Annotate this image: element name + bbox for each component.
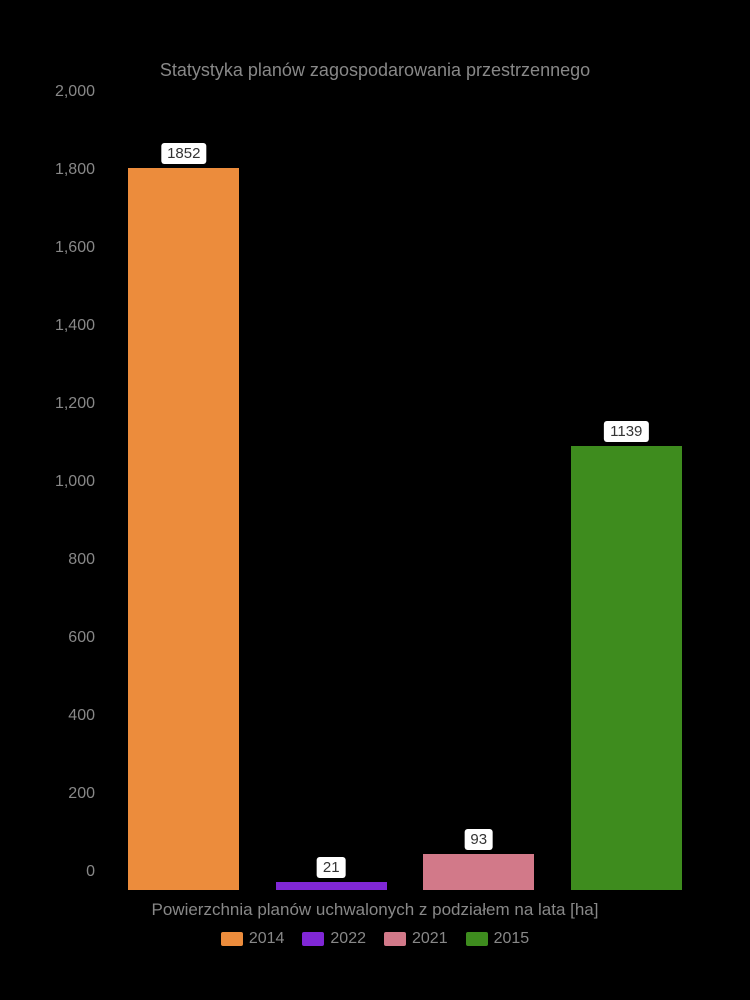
legend-label: 2015 — [494, 930, 530, 948]
legend-item: 2021 — [384, 930, 448, 948]
bar-value-label: 1852 — [161, 143, 206, 164]
bar-value-label: 93 — [464, 829, 493, 850]
bar-2021 — [423, 854, 534, 890]
legend: 2014 2022 2021 2015 — [0, 930, 750, 948]
legend-label: 2021 — [412, 930, 448, 948]
legend-swatch — [384, 932, 406, 946]
legend-item: 2014 — [221, 930, 285, 948]
x-axis-label: Powierzchnia planów uchwalonych z podzia… — [0, 900, 750, 920]
plot-area: 1852 21 93 1139 — [110, 110, 700, 890]
y-tick: 1,600 — [55, 239, 95, 257]
legend-swatch — [466, 932, 488, 946]
bar-2014 — [128, 168, 239, 890]
y-tick: 2,000 — [55, 83, 95, 101]
bar-value-label: 21 — [317, 857, 346, 878]
y-tick: 200 — [68, 785, 95, 803]
legend-swatch — [221, 932, 243, 946]
y-tick: 0 — [86, 863, 95, 881]
y-tick: 1,800 — [55, 161, 95, 179]
bar-2015 — [571, 446, 682, 890]
y-tick: 400 — [68, 707, 95, 725]
bar-value-label: 1139 — [604, 421, 648, 442]
legend-swatch — [302, 932, 324, 946]
y-tick: 1,000 — [55, 473, 95, 491]
legend-item: 2022 — [302, 930, 366, 948]
y-tick: 1,400 — [55, 317, 95, 335]
y-tick: 1,200 — [55, 395, 95, 413]
legend-item: 2015 — [466, 930, 530, 948]
y-tick: 800 — [68, 551, 95, 569]
chart-container: Statystyka planów zagospodarowania przes… — [0, 0, 750, 1000]
legend-label: 2014 — [249, 930, 285, 948]
y-tick: 600 — [68, 629, 95, 647]
chart-title: Statystyka planów zagospodarowania przes… — [0, 60, 750, 81]
y-axis: 02004006008001,0001,2001,4001,6001,8002,… — [0, 110, 105, 890]
legend-label: 2022 — [330, 930, 366, 948]
bar-2022 — [276, 882, 387, 890]
